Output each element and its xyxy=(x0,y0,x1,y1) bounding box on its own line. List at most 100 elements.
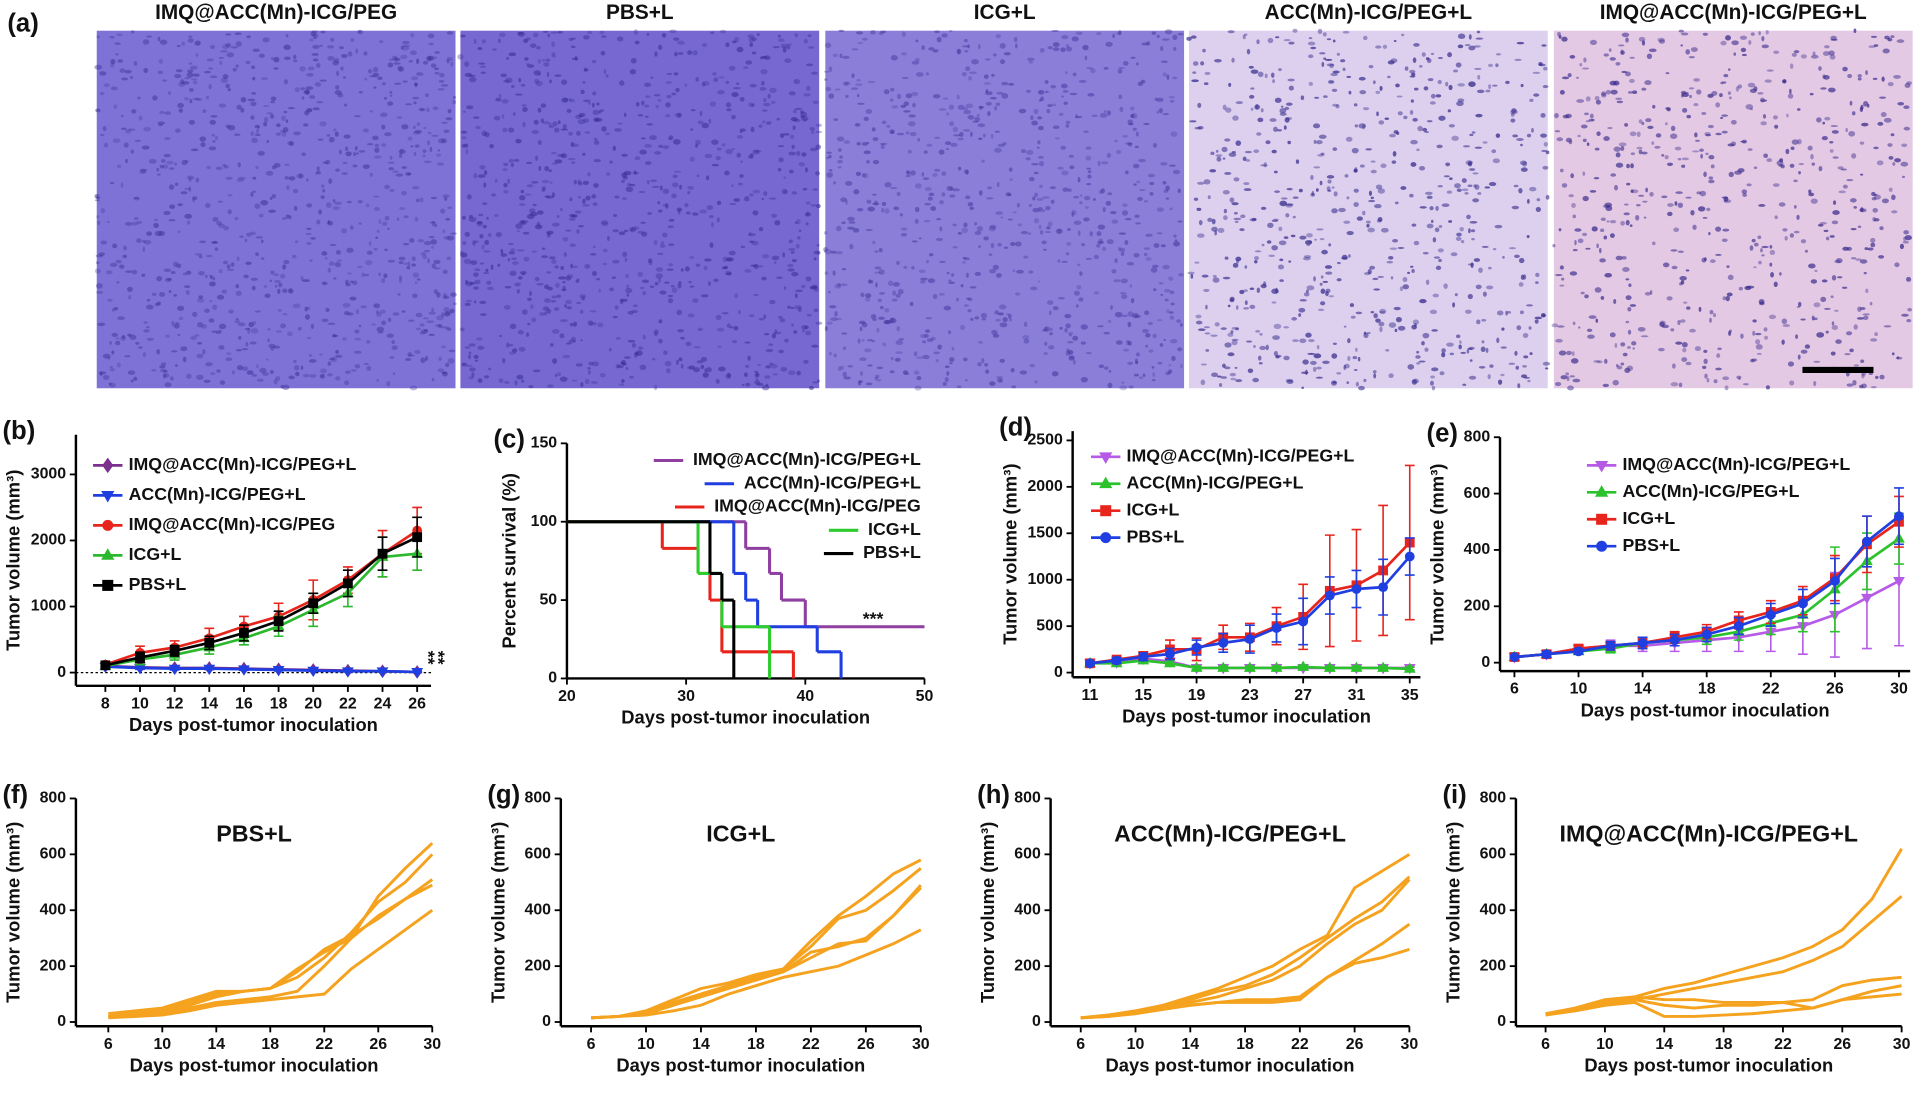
image-title: ICG+L xyxy=(974,1,1036,24)
nucleus xyxy=(1680,280,1685,285)
nucleus xyxy=(946,186,954,191)
nucleus xyxy=(1437,56,1443,60)
nucleus xyxy=(1227,30,1235,34)
nucleus xyxy=(1890,133,1895,137)
nucleus xyxy=(1149,191,1154,196)
nucleus xyxy=(1742,53,1747,57)
nucleus xyxy=(533,119,539,125)
nucleus xyxy=(1144,200,1148,203)
nucleus xyxy=(1612,379,1619,386)
nucleus xyxy=(1362,124,1366,130)
nucleus xyxy=(788,91,796,96)
nucleus xyxy=(422,317,429,320)
nucleus xyxy=(534,78,540,84)
nucleus xyxy=(847,216,855,222)
nucleus xyxy=(245,60,251,65)
nucleus xyxy=(755,372,759,376)
nucleus xyxy=(657,201,661,205)
x-tick-label: 18 xyxy=(1236,1036,1254,1053)
nucleus xyxy=(273,273,279,277)
nucleus xyxy=(1638,119,1643,124)
nucleus xyxy=(1787,93,1794,99)
nucleus xyxy=(273,56,280,63)
nucleus xyxy=(745,60,753,65)
nucleus xyxy=(1774,124,1779,129)
nucleus xyxy=(386,380,391,387)
nucleus xyxy=(719,29,727,34)
nucleus xyxy=(1588,118,1594,122)
nucleus xyxy=(936,218,941,221)
nucleus xyxy=(334,201,342,205)
nucleus xyxy=(1426,195,1433,200)
nucleus xyxy=(949,194,956,198)
nucleus xyxy=(227,88,231,92)
nucleus xyxy=(1271,72,1275,78)
nucleus xyxy=(178,316,184,321)
nucleus xyxy=(1122,210,1129,216)
chart-title: PBS+L xyxy=(216,820,292,846)
nucleus xyxy=(999,322,1008,328)
nucleus xyxy=(575,114,583,119)
nucleus xyxy=(942,97,949,100)
nucleus xyxy=(557,30,563,34)
nucleus xyxy=(551,328,560,334)
nucleus xyxy=(1177,32,1184,36)
nucleus xyxy=(430,239,437,245)
nucleus xyxy=(335,250,341,255)
nucleus xyxy=(709,242,714,248)
data-point xyxy=(203,664,216,675)
nucleus xyxy=(322,161,329,164)
nucleus xyxy=(1152,333,1157,339)
nucleus xyxy=(899,213,904,217)
x-tick-label: 18 xyxy=(1715,1036,1733,1053)
x-tick-label: 10 xyxy=(1570,681,1588,698)
nucleus xyxy=(173,294,178,297)
nucleus xyxy=(321,318,329,323)
nucleus xyxy=(1203,288,1210,293)
nucleus xyxy=(510,162,514,168)
nucleus xyxy=(582,80,586,84)
nucleus xyxy=(826,172,834,178)
nucleus xyxy=(779,133,785,139)
nucleus xyxy=(1355,347,1358,352)
nucleus xyxy=(562,281,566,284)
nucleus xyxy=(1658,347,1665,352)
nucleus xyxy=(1845,331,1853,336)
nucleus xyxy=(1628,283,1632,288)
nucleus xyxy=(342,161,348,164)
nucleus xyxy=(378,219,382,225)
nucleus xyxy=(917,137,921,142)
nucleus xyxy=(1495,63,1499,68)
nucleus xyxy=(1811,162,1815,166)
nucleus xyxy=(1028,203,1033,207)
nucleus xyxy=(1873,146,1879,150)
nucleus xyxy=(1542,361,1551,366)
nucleus xyxy=(433,56,438,59)
nucleus xyxy=(1079,271,1083,277)
nucleus xyxy=(209,119,216,125)
nucleus xyxy=(915,39,919,43)
nucleus xyxy=(1441,348,1446,353)
nucleus xyxy=(1528,326,1532,330)
nucleus xyxy=(1827,87,1836,93)
nucleus xyxy=(1052,42,1060,47)
nucleus xyxy=(184,159,189,164)
nucleus xyxy=(646,32,650,37)
nucleus xyxy=(300,275,304,282)
nucleus xyxy=(222,44,229,50)
nucleus xyxy=(354,350,362,354)
nucleus xyxy=(1419,65,1423,68)
nucleus xyxy=(758,227,764,232)
nucleus xyxy=(809,126,815,131)
nucleus xyxy=(140,168,148,172)
nucleus xyxy=(753,150,762,153)
data-point xyxy=(134,664,146,675)
nucleus xyxy=(201,324,208,329)
nucleus xyxy=(696,174,700,178)
nucleus xyxy=(1162,112,1169,116)
nucleus xyxy=(488,367,492,371)
nucleus xyxy=(1098,238,1103,245)
nucleus xyxy=(828,66,833,72)
nucleus xyxy=(580,381,584,388)
nucleus xyxy=(847,226,855,230)
